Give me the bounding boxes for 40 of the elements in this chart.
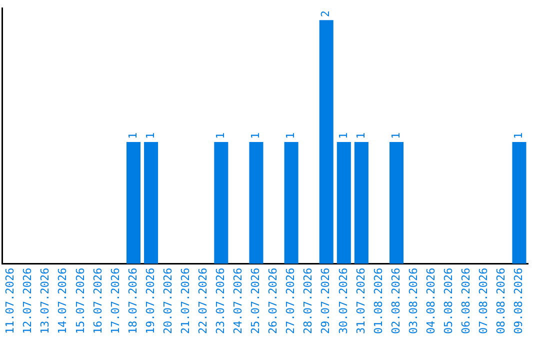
x-tick-label: 23.07.2026: [214, 268, 228, 334]
x-tick-label: 04.08.2026: [424, 268, 438, 334]
x-tick-label: 27.07.2026: [284, 268, 298, 334]
x-tick-label: 25.07.2026: [249, 268, 262, 334]
x-tick-label: 16.07.2026: [91, 268, 104, 334]
data-label: 1: [512, 132, 526, 139]
x-tick-label: 24.07.2026: [232, 268, 245, 334]
data-label: 1: [336, 132, 350, 139]
data-label: 1: [354, 132, 368, 139]
data-label: 1: [249, 132, 262, 139]
x-tick-label: 05.08.2026: [442, 268, 455, 334]
x-tick-label: 06.08.2026: [459, 268, 472, 334]
x-tick-label: 19.07.2026: [144, 268, 157, 334]
data-label: 1: [214, 132, 228, 139]
x-tick-label: 17.07.2026: [108, 268, 122, 334]
x-tick-label: 09.08.2026: [512, 268, 526, 334]
x-tick-label: 01.08.2026: [372, 268, 385, 334]
data-label: 1: [284, 132, 298, 139]
x-tick-label: 28.07.2026: [302, 268, 315, 334]
x-tick-label: 26.07.2026: [266, 268, 280, 334]
x-tick-label: 08.08.2026: [494, 268, 508, 334]
data-label: 1: [144, 132, 157, 139]
x-tick-label: 12.07.2026: [21, 268, 34, 334]
x-tick-label: 11.07.2026: [4, 268, 17, 334]
data-label: 1: [126, 132, 140, 139]
x-tick-label: 29.07.2026: [319, 268, 332, 334]
data-label: 1: [389, 132, 402, 139]
data-label: 2: [319, 10, 332, 18]
x-tick-label: 13.07.2026: [38, 268, 52, 334]
x-tick-label: 02.08.2026: [389, 268, 402, 334]
x-tick-label: 21.07.2026: [178, 268, 192, 334]
x-tick-label: 07.08.2026: [477, 268, 490, 334]
x-tick-label: 30.07.2026: [336, 268, 350, 334]
x-tick-label: 15.07.2026: [74, 268, 87, 334]
x-tick-label: 22.07.2026: [196, 268, 210, 334]
x-tick-label: 03.08.2026: [406, 268, 420, 334]
x-tick-label: 14.07.2026: [56, 268, 70, 334]
x-tick-label: 31.07.2026: [354, 268, 368, 334]
x-tick-label: 20.07.2026: [161, 268, 174, 334]
x-tick-label: 18.07.2026: [126, 268, 140, 334]
